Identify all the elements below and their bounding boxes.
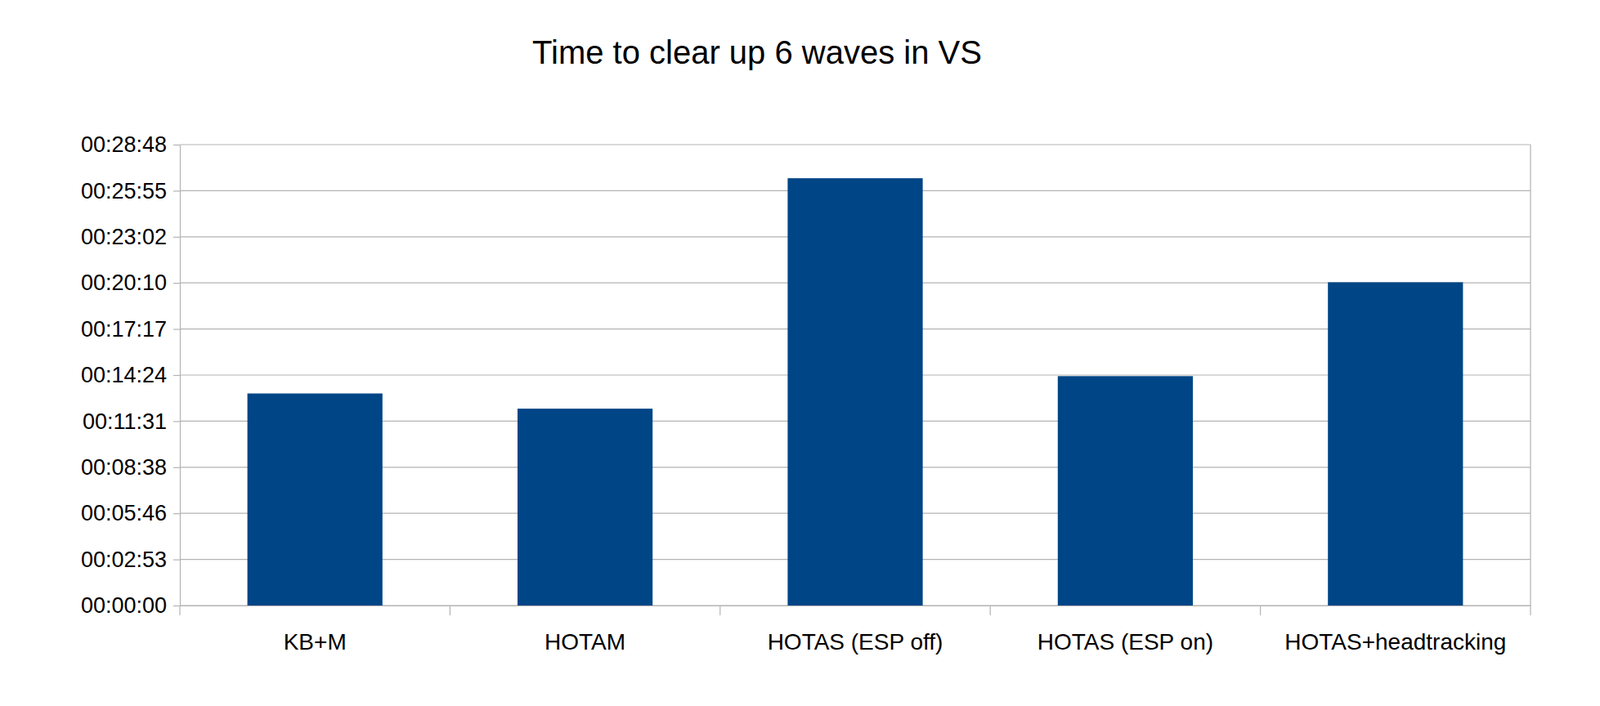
y-tick: 00:02:53 [80, 547, 180, 573]
y-tick: 00:14:24 [80, 363, 180, 388]
bar [517, 408, 653, 606]
y-tick: 00:17:17 [80, 317, 180, 342]
x-tick-label: HOTAS (ESP off) [767, 629, 944, 655]
y-tick-label: 00:17:17 [80, 317, 167, 342]
x-tick: HOTAS (ESP on) [1037, 605, 1214, 655]
x-tick: HOTAM [544, 605, 626, 655]
x-tick: HOTAS (ESP off) [767, 605, 944, 655]
x-axis: KB+M HOTAM HOTAS (ESP off) HOTAS (ESP on) HO… [180, 605, 1532, 655]
category-separator [990, 605, 991, 616]
y-tick: 00:20:10 [80, 270, 180, 296]
grid [179, 144, 1531, 606]
y-tick-mark [173, 421, 180, 422]
y-axis: 00:00:00 00:02:53 00:05:46 00:08:38 00:11:31… [80, 132, 181, 619]
y-tick: 00:23:02 [80, 224, 180, 250]
bars [247, 178, 1464, 606]
y-tick-label: 00:08:38 [80, 455, 167, 480]
y-tick-mark [173, 375, 180, 377]
bar [1057, 376, 1193, 606]
y-tick: 00:05:46 [80, 501, 180, 526]
y-tick-label: 00:05:46 [80, 501, 167, 526]
x-axis-line [180, 605, 1532, 607]
x-tick-label: HOTAS (ESP on) [1037, 629, 1214, 655]
y-tick: 00:28:48 [80, 132, 180, 157]
y-tick-mark [173, 559, 180, 561]
x-tick: KB+M [283, 605, 347, 655]
bar [247, 394, 383, 606]
plot-frame [1529, 144, 1531, 606]
y-tick: 00:00:00 [80, 593, 180, 619]
grid-line [179, 143, 1531, 145]
y-tick-mark [173, 144, 180, 146]
y-tick: 00:08:38 [80, 455, 180, 480]
background [0, 0, 1600, 706]
y-tick-mark [173, 605, 180, 607]
x-tick-label: KB+M [283, 629, 347, 655]
y-tick-mark [173, 282, 180, 284]
plot: 00:00:00 00:02:53 00:05:46 00:08:38 00:11:31… [80, 132, 1532, 655]
bar [1327, 282, 1463, 606]
y-tick-mark [173, 329, 180, 331]
y-tick-label: 00:02:53 [80, 547, 167, 573]
y-tick: 00:11:31 [82, 409, 180, 435]
x-tick-label: HOTAM [544, 629, 626, 655]
x-tick: HOTAS+headtracking [1284, 605, 1506, 655]
category-separator [719, 605, 721, 616]
y-tick-label: 00:20:10 [80, 270, 167, 296]
chart: Time to clear up 6 waves in VS00:00:0000… [0, 0, 1600, 706]
x-tick-label: HOTAS+headtracking [1284, 629, 1506, 655]
y-tick-mark [173, 467, 180, 469]
y-tick-label: 00:14:24 [80, 363, 167, 388]
y-tick-label: 00:23:02 [80, 224, 167, 250]
category-separator [449, 605, 451, 616]
y-tick-label: 00:00:00 [80, 593, 167, 619]
y-tick-label: 00:25:55 [80, 179, 167, 204]
y-tick-mark [173, 237, 180, 238]
category-separator [179, 605, 180, 616]
y-tick-label: 00:28:48 [80, 132, 167, 157]
y-tick: 00:25:55 [80, 179, 180, 204]
y-tick-mark [173, 190, 180, 192]
category-separator [1529, 605, 1531, 616]
y-tick-label: 00:11:31 [82, 409, 167, 435]
y-axis-line [179, 145, 181, 607]
category-separator [1259, 605, 1261, 616]
y-tick-mark [173, 513, 180, 515]
category-separators [179, 605, 1531, 616]
bar [787, 178, 923, 606]
chart-title: Time to clear up 6 waves in VS [532, 34, 982, 71]
